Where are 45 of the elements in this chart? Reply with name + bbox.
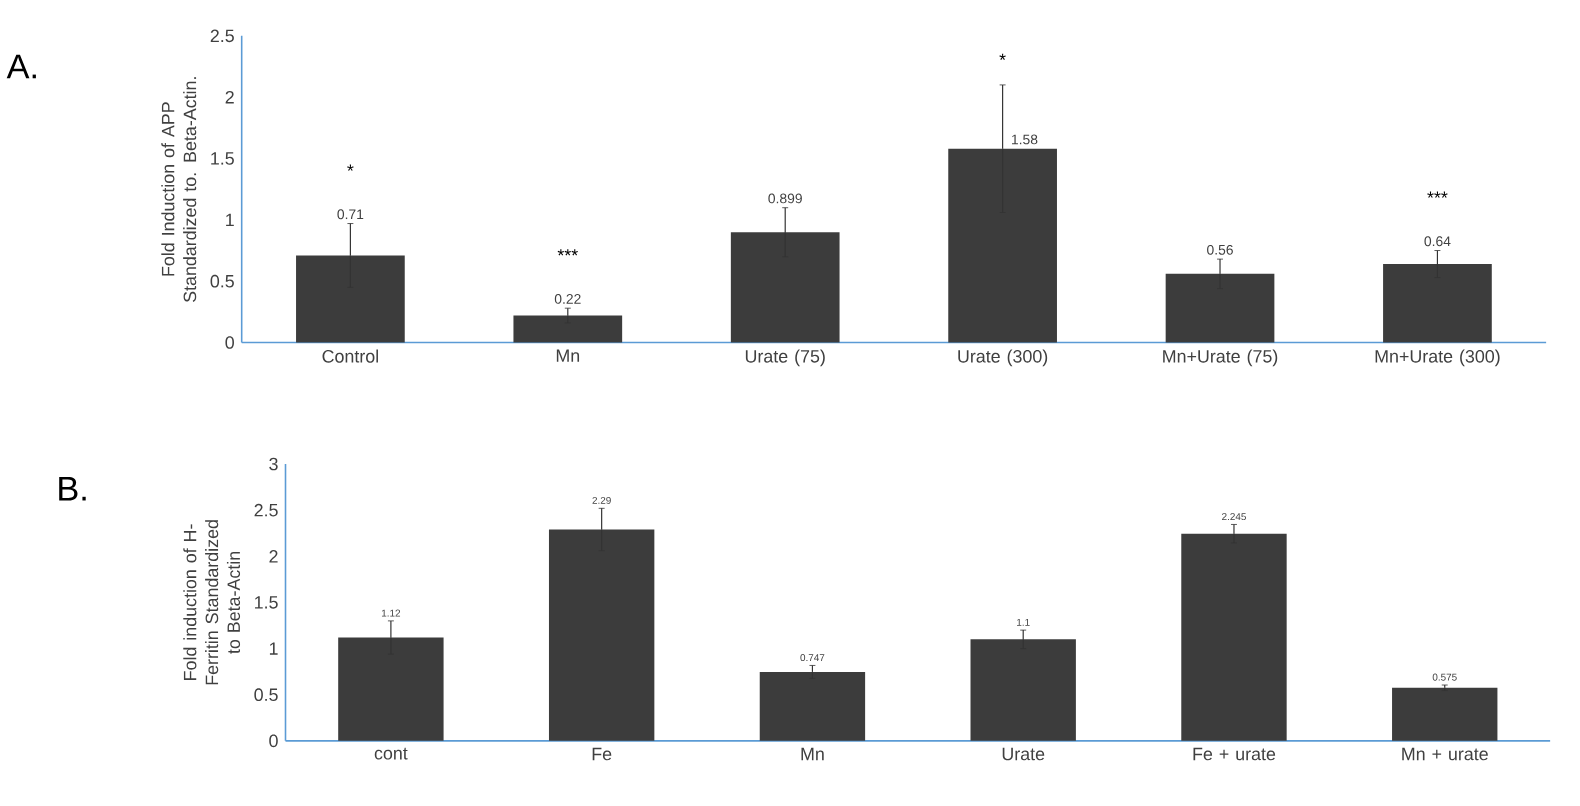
y-tick-label: 2.5 [210, 29, 234, 42]
bar [970, 639, 1076, 741]
x-tick-label: Fe [592, 747, 612, 761]
bar [730, 231, 840, 343]
y-tick-label: 1.5 [211, 152, 234, 165]
bar [338, 637, 444, 741]
x-tick-label: Control [322, 349, 378, 363]
x-tick-label: cont [374, 747, 408, 760]
bar [1165, 273, 1275, 343]
y-tick-label: 2.5 [254, 503, 278, 517]
bar [948, 148, 1057, 343]
y-tick-label: 0 [269, 734, 278, 747]
y-tick-label: 1.5 [255, 595, 278, 609]
x-tick-label: Urate (75) [745, 349, 825, 366]
x-tick-label: Mn + urate [1402, 747, 1488, 761]
bar [1392, 687, 1498, 741]
y-tick-label: 0 [225, 335, 234, 349]
chart-title: A. [6, 54, 36, 78]
chart-title: B. [59, 476, 86, 501]
y-tick-label: 2 [225, 90, 234, 104]
x-tick-label: Urate [1002, 747, 1045, 761]
annotation: * [999, 53, 1006, 60]
bar [1181, 533, 1287, 741]
bar [1383, 263, 1492, 343]
y-tick-label: 1 [269, 642, 278, 655]
x-tick-label: Urate (300) [958, 349, 1048, 366]
y-axis-title: Fold induction of H-Ferritin Standardized to Beta-Actin [183, 519, 241, 685]
x-tick-label: Mn+Urate (300) [1375, 349, 1500, 366]
annotation: *** [557, 248, 578, 256]
y-tick-label: 2 [269, 549, 278, 563]
bar [296, 255, 405, 343]
x-tick-label: Mn [801, 747, 824, 760]
annotation: *** [1427, 191, 1448, 198]
y-tick-label: 0.5 [254, 688, 278, 701]
x-tick-label: Mn+Urate (75) [1163, 349, 1278, 366]
annotation: * [347, 164, 354, 171]
bar [513, 315, 623, 343]
y-tick-label: 0.5 [210, 274, 234, 288]
y-axis-title: Fold Induction of APP Standardized to. Beta-Actin. [161, 76, 197, 302]
y-tick-label: 3 [269, 457, 278, 471]
x-tick-label: Fe + urate [1193, 747, 1276, 761]
y-tick-label: 1 [226, 213, 234, 226]
bar [759, 671, 866, 741]
x-tick-label: Mn [556, 349, 580, 362]
bar [548, 529, 655, 741]
